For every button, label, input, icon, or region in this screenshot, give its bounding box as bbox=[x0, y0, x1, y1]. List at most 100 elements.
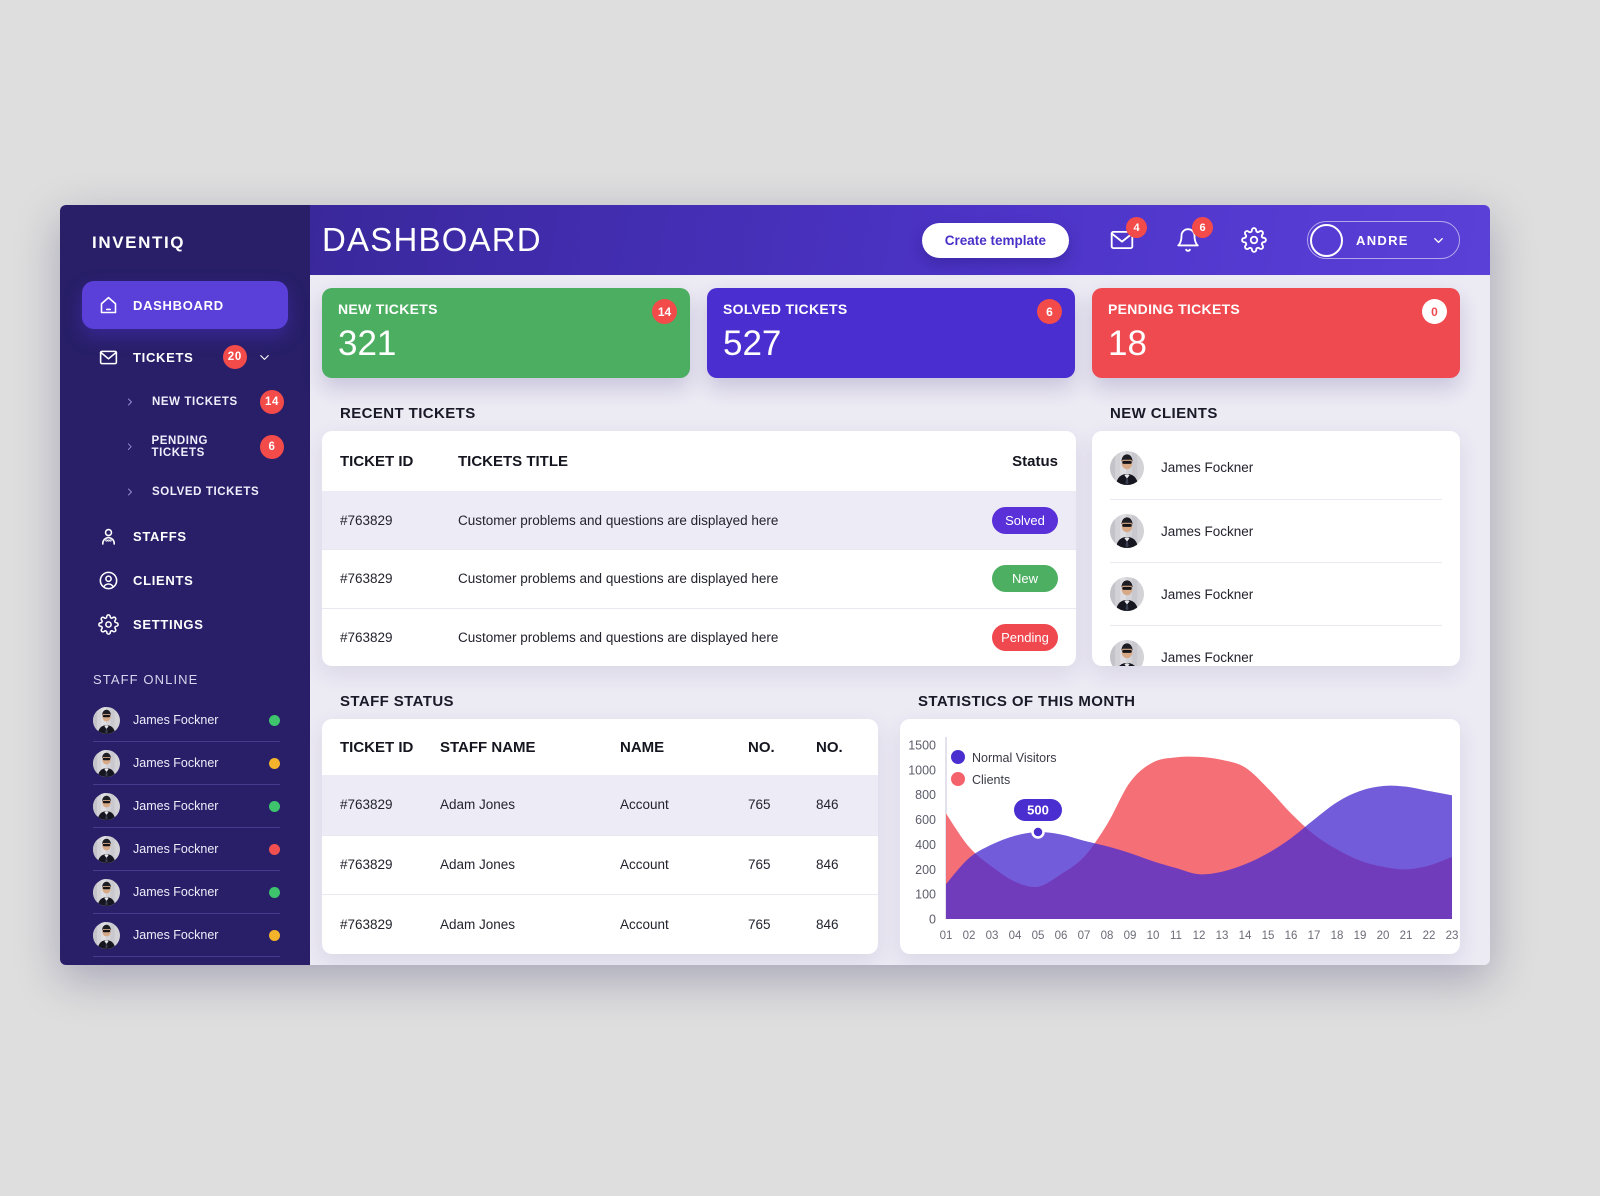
sidebar-item-tickets[interactable]: TICKETS 20 bbox=[82, 335, 288, 379]
ticket-title-cell: Customer problems and questions are disp… bbox=[458, 629, 779, 645]
avatar bbox=[93, 921, 120, 949]
column-header: Status bbox=[1012, 452, 1058, 470]
chevron-right-icon bbox=[124, 396, 136, 408]
svg-text:06: 06 bbox=[1055, 930, 1068, 942]
table-row[interactable]: #763829 Adam Jones Account 765 846 bbox=[322, 775, 878, 835]
stat-card-label: PENDING TICKETS bbox=[1108, 301, 1241, 317]
staff-online-name: James Fockner bbox=[133, 842, 219, 856]
staff-name-cell: Adam Jones bbox=[440, 917, 516, 933]
table-row[interactable]: #763829 Customer problems and questions a… bbox=[322, 491, 1076, 550]
ticket-title-cell: Customer problems and questions are disp… bbox=[458, 571, 779, 587]
table-row[interactable]: #763829 Customer problems and questions a… bbox=[322, 549, 1076, 607]
list-item[interactable]: James Fockner bbox=[1110, 625, 1442, 666]
svg-text:Clients: Clients bbox=[972, 773, 1010, 787]
status-dot-online bbox=[269, 886, 280, 898]
staff-online-row[interactable]: James Fockner bbox=[93, 914, 280, 957]
avatar bbox=[93, 792, 120, 820]
svg-text:16: 16 bbox=[1285, 930, 1298, 942]
staff-online-row[interactable]: James Fockner bbox=[93, 699, 280, 742]
staff-status-rows: #763829 Adam Jones Account 765 846 #763829 Ada… bbox=[322, 775, 878, 954]
staff-online-row[interactable]: James Fockner bbox=[93, 871, 280, 914]
svg-text:100: 100 bbox=[915, 888, 936, 902]
no-cell: 765 bbox=[748, 857, 771, 873]
bell-icon[interactable]: 6 bbox=[1175, 217, 1213, 253]
table-row[interactable]: #763829 Customer problems and questions a… bbox=[322, 607, 1076, 666]
list-item[interactable]: James Fockner bbox=[1110, 436, 1442, 499]
subitem-count-badge: 6 bbox=[260, 434, 284, 459]
create-template-button[interactable]: Create template bbox=[921, 222, 1069, 258]
svg-text:18: 18 bbox=[1331, 930, 1344, 942]
sidebar-item-staffs[interactable]: STAFFS bbox=[82, 514, 288, 558]
staff-status-card: TICKET ID STAFF NAME NAME NO. NO. #76382… bbox=[322, 719, 878, 954]
list-item[interactable]: James Fockner bbox=[1110, 499, 1442, 562]
client-name: James Fockner bbox=[1161, 586, 1254, 602]
name-cell: Account bbox=[620, 857, 669, 873]
avatar bbox=[1110, 640, 1144, 666]
statistics-title: STATISTICS OF THIS MONTH bbox=[918, 693, 1136, 710]
status-dot-away bbox=[269, 757, 280, 769]
status-badge[interactable]: Solved bbox=[992, 506, 1058, 534]
svg-text:09: 09 bbox=[1124, 930, 1137, 942]
table-row[interactable]: #763829 Adam Jones Account 765 846 bbox=[322, 834, 878, 895]
svg-text:20: 20 bbox=[1377, 930, 1390, 942]
avatar bbox=[1310, 223, 1343, 257]
ticket-id-cell: #763829 bbox=[340, 512, 393, 528]
svg-text:23: 23 bbox=[1446, 930, 1459, 942]
staff-online-row[interactable]: James Fockner bbox=[93, 828, 280, 871]
header-actions: Create template 4 6 ANDRE bbox=[921, 217, 1460, 259]
column-header: STAFF NAME bbox=[440, 738, 536, 756]
ticket-id-cell: #763829 bbox=[340, 629, 393, 645]
no-cell: 846 bbox=[816, 857, 839, 873]
staff-online-row[interactable]: James Fockner bbox=[93, 742, 280, 785]
staff-status-title: STAFF STATUS bbox=[340, 693, 454, 710]
avatar bbox=[93, 878, 120, 906]
svg-text:02: 02 bbox=[963, 930, 976, 942]
chevron-down-icon[interactable] bbox=[257, 350, 272, 365]
stat-card-pending-tickets[interactable]: PENDING TICKETS 0 18 bbox=[1092, 288, 1460, 378]
mail-icon[interactable]: 4 bbox=[1109, 217, 1147, 253]
svg-text:04: 04 bbox=[1009, 930, 1022, 942]
stat-card-value: 321 bbox=[338, 324, 397, 363]
svg-text:21: 21 bbox=[1400, 930, 1413, 942]
stat-card-solved-tickets[interactable]: SOLVED TICKETS 6 527 bbox=[707, 288, 1075, 378]
status-badge[interactable]: New bbox=[992, 565, 1058, 593]
table-row[interactable]: #763829 Adam Jones Account 765 846 bbox=[322, 894, 878, 954]
staff-name-cell: Adam Jones bbox=[440, 857, 516, 873]
stat-card-new-tickets[interactable]: NEW TICKETS 14 321 bbox=[322, 288, 690, 378]
user-name: ANDRE bbox=[1356, 232, 1409, 248]
content-area: NEW TICKETS 14 321 SOLVED TICKETS 6 527 PENDIN… bbox=[310, 275, 1490, 965]
stats-row: NEW TICKETS 14 321 SOLVED TICKETS 6 527 PENDIN… bbox=[322, 288, 1460, 378]
list-item[interactable]: James Fockner bbox=[1110, 562, 1442, 625]
statistics-chart[interactable]: 0 100 200 400 600 800 1000 1500 01 02 03 04 05 06 07 08… bbox=[900, 719, 1460, 954]
staff-online-title: STAFF ONLINE bbox=[93, 672, 199, 687]
user-menu[interactable]: ANDRE bbox=[1307, 221, 1460, 259]
status-badge[interactable]: Pending bbox=[992, 623, 1058, 651]
no-cell: 765 bbox=[748, 917, 771, 933]
bottom-section: STAFF STATUS TICKET ID STAFF NAME NAME N… bbox=[322, 666, 1460, 954]
ticket-title-cell: Customer problems and questions are disp… bbox=[458, 512, 779, 528]
mail-badge: 4 bbox=[1126, 217, 1147, 238]
svg-text:400: 400 bbox=[915, 838, 936, 852]
settings-gear-icon[interactable] bbox=[1241, 227, 1267, 253]
ticket-id-cell: #763829 bbox=[340, 571, 393, 587]
staff-online-row[interactable]: James Fockner bbox=[93, 785, 280, 828]
sidebar-item-dashboard[interactable]: DASHBOARD bbox=[82, 281, 288, 329]
avatar bbox=[1110, 450, 1144, 485]
column-header: TICKET ID bbox=[340, 452, 414, 470]
sidebar-subitem-pending-tickets[interactable]: PENDING TICKETS 6 bbox=[60, 424, 310, 469]
sidebar-item-clients[interactable]: CLIENTS bbox=[82, 558, 288, 602]
svg-text:1500: 1500 bbox=[908, 739, 936, 753]
svg-text:Normal Visitors: Normal Visitors bbox=[972, 751, 1057, 765]
svg-text:03: 03 bbox=[986, 930, 999, 942]
svg-text:1000: 1000 bbox=[908, 763, 936, 777]
sidebar-subitem-new-tickets[interactable]: NEW TICKETS 14 bbox=[60, 379, 310, 424]
sidebar-item-settings[interactable]: SETTINGS bbox=[82, 602, 288, 646]
sidebar-subitem-solved-tickets[interactable]: SOLVED TICKETS bbox=[60, 469, 310, 514]
staff-status-section: STAFF STATUS TICKET ID STAFF NAME NAME N… bbox=[322, 666, 878, 954]
recent-tickets-header: TICKET ID TICKETS TITLE Status bbox=[322, 431, 1076, 491]
recent-tickets-title: RECENT TICKETS bbox=[340, 405, 476, 422]
sidebar-item-label: DASHBOARD bbox=[133, 297, 224, 313]
chevron-right-icon bbox=[124, 486, 136, 498]
avatar bbox=[1110, 514, 1144, 548]
recent-tickets-rows: #763829 Customer problems and questions a… bbox=[322, 491, 1076, 666]
